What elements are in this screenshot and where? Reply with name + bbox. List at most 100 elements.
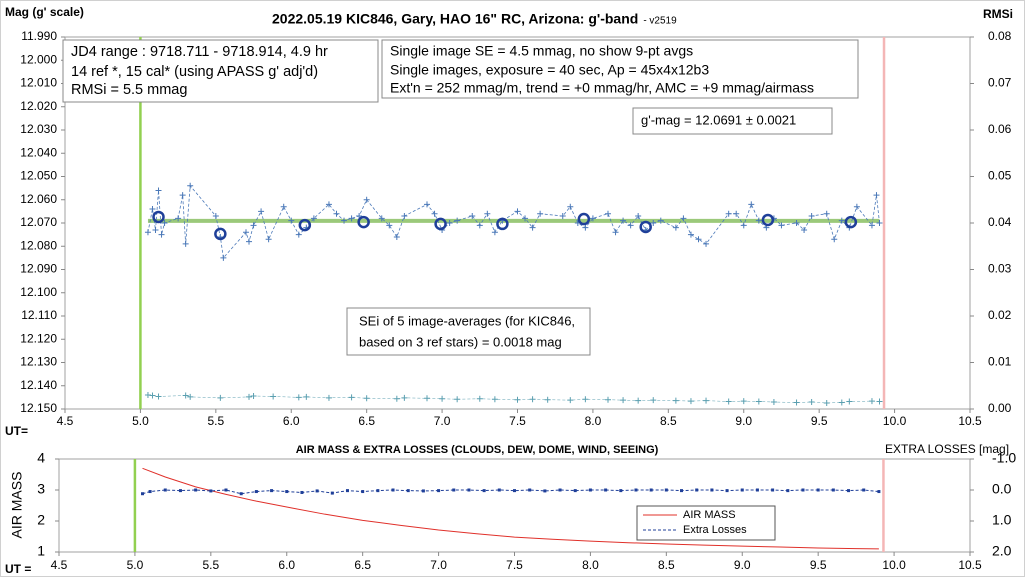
annotation-text: SEi of 5 image-averages (for KIC846, (359, 313, 575, 328)
y-tick-label: 12.130 (20, 355, 57, 369)
point-marker (877, 490, 881, 494)
y2-tick-label: 0.01 (988, 355, 1012, 369)
y2-tick-label: 0.03 (988, 262, 1012, 276)
point-marker (178, 489, 182, 493)
y-tick-label: 12.090 (20, 262, 57, 276)
point-marker (295, 231, 302, 238)
point-marker (391, 488, 395, 492)
point-marker (567, 397, 574, 404)
y-tick-label: 12.110 (21, 308, 57, 322)
y-tick-label: 4 (37, 450, 45, 466)
average-marker (434, 217, 447, 231)
x-tick-label: 4.5 (51, 558, 68, 572)
x-tick-label: 7.0 (430, 558, 447, 572)
y2-tick-label: 0.0 (992, 481, 1012, 497)
point-marker (725, 210, 732, 217)
annotation-text: Single images, exposure = 40 sec, Ap = 4… (390, 62, 709, 78)
y-tick-label: 12.010 (20, 76, 57, 90)
y-tick-label: 12.100 (20, 285, 57, 299)
point-marker (439, 395, 446, 402)
series-line (147, 394, 880, 404)
y2-tick-label: 1.0 (992, 512, 1012, 528)
point-marker (330, 491, 334, 495)
point-marker (454, 396, 461, 403)
point-marker (325, 201, 332, 208)
x-tick-label: 10.5 (958, 558, 982, 572)
point-marker (158, 231, 165, 238)
point-marker (265, 236, 272, 243)
y-tick-label: 12.000 (20, 52, 57, 66)
point-marker (868, 222, 875, 229)
point-marker (393, 395, 400, 402)
point-marker (148, 490, 152, 494)
chart-subtitle: - v2519 (643, 16, 677, 27)
point-marker (149, 206, 156, 213)
point-marker (187, 393, 194, 400)
point-marker (187, 182, 194, 189)
point-marker (604, 488, 608, 492)
point-marker (246, 238, 253, 245)
point-marker (801, 488, 805, 492)
point-marker (771, 488, 775, 492)
point-marker (620, 217, 627, 224)
y-tick-label: 12.120 (20, 331, 57, 345)
point-marker (250, 392, 257, 399)
point-marker (497, 488, 501, 492)
point-marker (254, 490, 258, 494)
point-marker (285, 490, 289, 494)
y-axis-label: Mag (g' scale) (5, 5, 84, 19)
chart-title: 2022.05.19 KIC846, Gary, HAO 16" RC, Ari… (272, 11, 638, 27)
point-marker (823, 399, 830, 406)
point-marker (484, 210, 491, 217)
annotation-text: Single image SE = 4.5 mmag, no show 9-pt… (390, 43, 693, 59)
point-marker (333, 210, 340, 217)
y-tick-label: 2 (37, 512, 45, 528)
point-marker (454, 217, 461, 224)
point-marker (217, 394, 224, 401)
point-marker (740, 398, 747, 405)
average-marker (298, 218, 312, 232)
annotation-box (381, 39, 859, 99)
point-marker (635, 397, 642, 404)
point-marker (876, 398, 883, 405)
point-marker (522, 215, 529, 222)
point-marker (452, 488, 456, 492)
point-marker (303, 393, 310, 400)
point-marker (144, 229, 151, 236)
point-marker (258, 208, 265, 215)
point-marker (378, 215, 385, 222)
point-marker (588, 488, 592, 492)
point-marker (573, 489, 577, 493)
point-marker (801, 226, 808, 233)
y-tick-label: 12.070 (20, 215, 57, 229)
point-marker (446, 220, 453, 226)
point-marker (491, 396, 498, 403)
point-marker (703, 240, 710, 247)
series-line (142, 467, 879, 550)
point-marker (649, 488, 653, 492)
point-marker (650, 397, 657, 404)
point-marker (582, 224, 589, 231)
point-marker (431, 210, 438, 217)
point-marker (182, 392, 189, 399)
y2-tick-label: 0.04 (988, 215, 1012, 229)
annotation-text: g'-mag = 12.0691 ± 0.0021 (641, 112, 796, 127)
point-marker (755, 488, 759, 492)
y-tick-label: 12.040 (20, 145, 57, 159)
y-tick-label: 12.030 (20, 122, 57, 136)
point-marker (873, 192, 880, 199)
point-marker (348, 394, 355, 401)
point-marker (161, 220, 168, 226)
point-marker (513, 489, 516, 493)
point-marker (710, 488, 714, 492)
point-marker (155, 187, 162, 194)
annotation-box (346, 307, 591, 356)
point-marker (770, 399, 777, 406)
point-marker (220, 254, 227, 261)
point-marker (687, 398, 694, 405)
legend-box (636, 505, 776, 541)
point-marker (182, 240, 189, 247)
point-marker (163, 488, 167, 492)
point-marker (469, 213, 476, 220)
point-marker (243, 229, 249, 236)
